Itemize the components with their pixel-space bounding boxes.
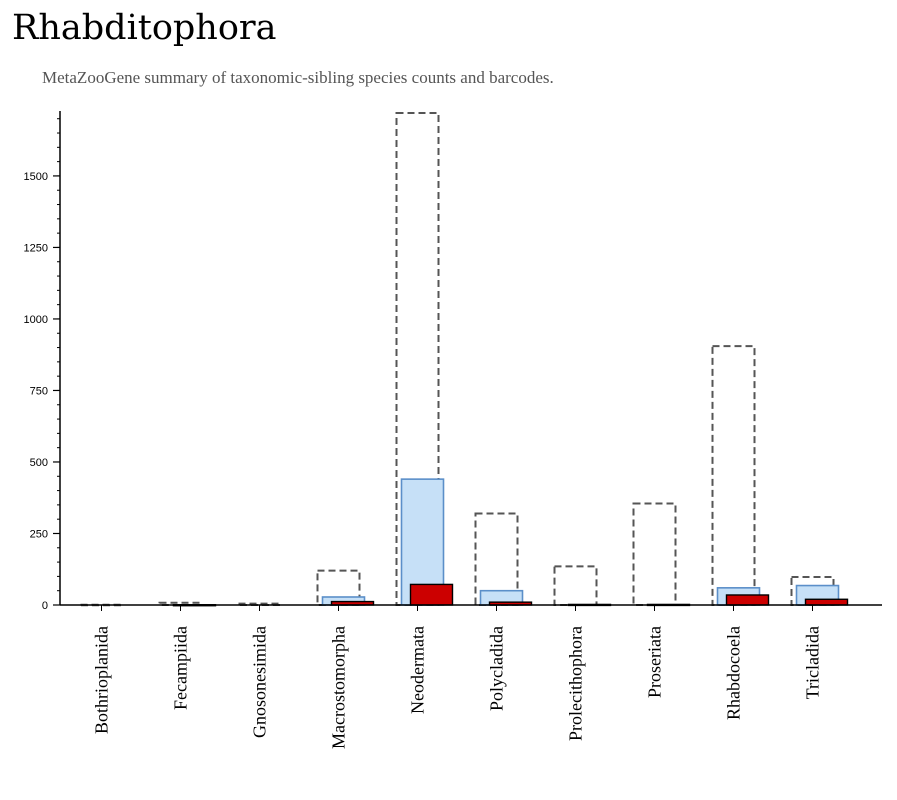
y-tick-label: 1000 [24, 314, 48, 326]
bar-outline-proseriata [632, 502, 677, 606]
x-tick-label: Macrostomorpha [329, 626, 349, 749]
x-tick-label: Bothrioplanida [92, 626, 112, 734]
y-tick-label: 250 [30, 528, 48, 540]
bar-inner-neodermata [409, 583, 454, 606]
x-tick-label: Fecampiida [171, 626, 191, 710]
chart-subtitle: MetaZooGene summary of taxonomic-sibling… [42, 68, 554, 87]
x-tick-label: Tricladida [803, 626, 823, 699]
bar-inner-tricladida [804, 598, 849, 606]
bar-outline-macrostomorpha [316, 569, 361, 607]
x-tick-label: Rhabdocoela [724, 626, 744, 720]
bar-outline-prolecithophora [553, 565, 598, 607]
y-tick-label: 0 [42, 600, 48, 612]
x-tick-label: Polycladida [487, 626, 507, 711]
chart-title: Rhabditophora [12, 8, 277, 48]
x-tick-label: Proseriata [645, 626, 665, 698]
y-tick-label: 750 [30, 385, 48, 397]
x-tick-label: Neodermata [408, 626, 428, 714]
bar-outline-rhabdocoela [711, 345, 756, 606]
y-tick-label: 500 [30, 457, 48, 469]
x-tick-label: Prolecithophora [566, 626, 586, 741]
bars-layer [79, 112, 849, 607]
x-tick-label: Gnosonesimida [250, 626, 270, 738]
y-tick-label: 1500 [24, 171, 48, 183]
y-tick-label: 1250 [24, 242, 48, 254]
axes-layer: Bothrioplanida Fecampiida Gnosonesimida Mac… [24, 111, 882, 749]
bar-inner-rhabdocoela [725, 594, 770, 606]
